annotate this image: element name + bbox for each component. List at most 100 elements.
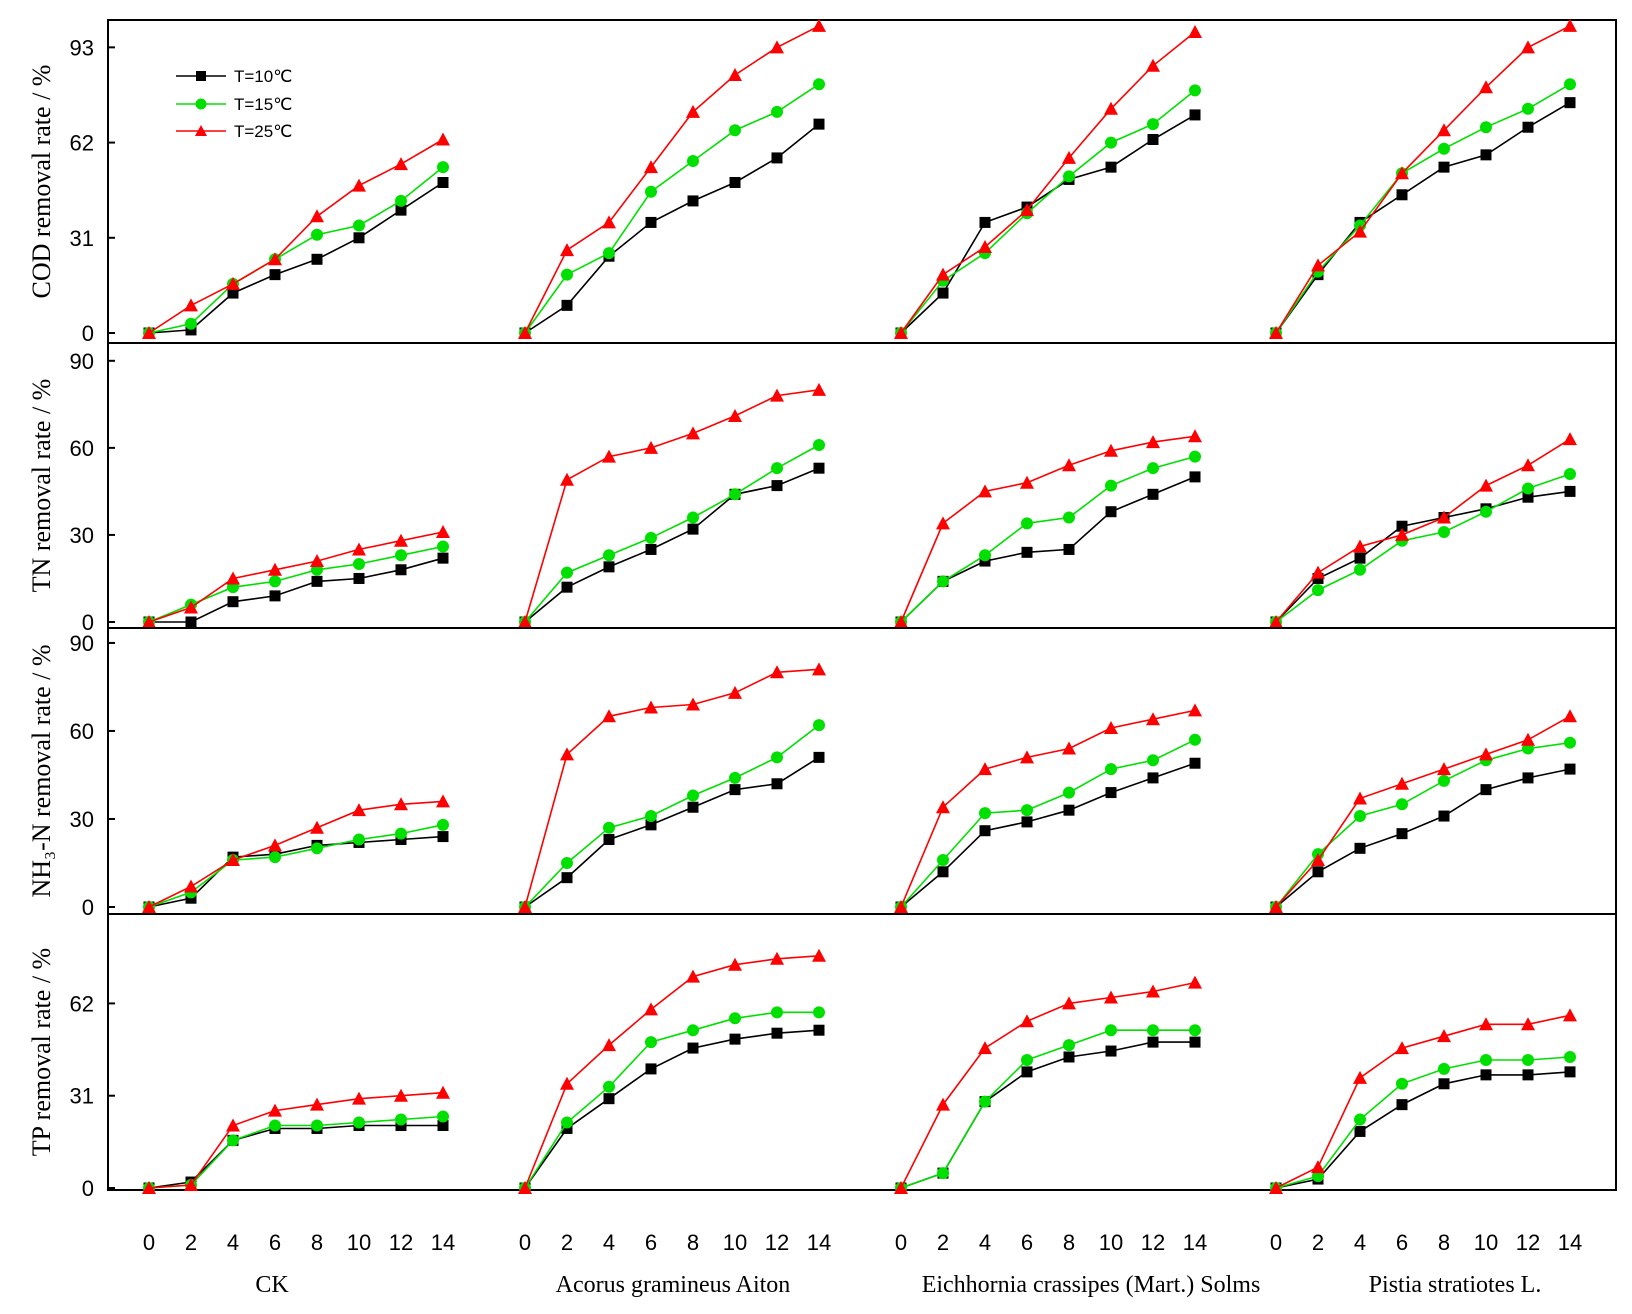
data-point-t25 (602, 1038, 616, 1052)
data-point-t25 (1269, 1181, 1283, 1194)
data-point-t15 (813, 78, 825, 91)
data-point-t10 (1189, 1036, 1201, 1048)
series-line-t25 (148, 1091, 444, 1189)
data-point-t15 (645, 810, 657, 823)
series-line-t10 (148, 835, 444, 908)
data-point-t10 (603, 1093, 615, 1105)
data-point-t15 (185, 317, 197, 330)
data-point-t10 (645, 216, 657, 228)
data-point-t25 (894, 615, 908, 628)
x-tick-label: 2 (185, 1230, 197, 1255)
data-point-t15 (729, 488, 741, 501)
x-tick-label: 6 (1021, 1230, 1033, 1255)
data-point-t10 (1564, 1066, 1576, 1078)
data-point-t10 (979, 216, 991, 228)
data-point-t10 (561, 872, 573, 884)
data-point-t25 (226, 276, 240, 290)
data-point-t25 (1020, 750, 1034, 764)
x-tick-label: 14 (1558, 1230, 1582, 1255)
data-point-t15 (1438, 142, 1450, 155)
data-point-t10 (1021, 546, 1033, 558)
series-line-t10 (1275, 101, 1571, 334)
y-tick-label: 62 (70, 991, 94, 1016)
data-point-t15 (687, 511, 699, 524)
data-point-t10 (1438, 161, 1450, 173)
series-line-t25 (524, 25, 820, 334)
data-point-t10 (937, 866, 949, 878)
data-point-t25 (770, 665, 784, 679)
data-point-t25 (394, 1088, 408, 1102)
data-point-t10 (729, 177, 741, 188)
y-tick-label: 90 (70, 631, 94, 656)
data-point-t10 (1063, 804, 1075, 816)
data-point-t25 (394, 533, 408, 547)
data-point-t25 (1020, 475, 1034, 489)
series-line-t10 (900, 1041, 1195, 1189)
legend-label: T=25℃ (234, 122, 292, 141)
data-point-t25 (1062, 996, 1076, 1010)
data-point-t15 (1438, 774, 1450, 787)
y-tick-label: 62 (70, 131, 94, 156)
x-tick-label: 8 (1063, 1230, 1075, 1255)
data-point-t25 (310, 554, 324, 568)
y-tick-label: 0 (82, 321, 94, 346)
data-point-t15 (561, 1116, 573, 1129)
data-point-t25 (1395, 776, 1409, 790)
y-tick-label: 0 (82, 610, 94, 635)
data-point-t15 (1063, 170, 1075, 183)
data-point-t25 (1353, 224, 1367, 238)
data-point-t10 (603, 561, 615, 573)
data-point-t25 (644, 440, 658, 454)
data-point-t25 (1062, 458, 1076, 472)
series-line-t15 (900, 739, 1196, 908)
data-point-t15 (561, 566, 573, 579)
data-point-t15 (395, 1113, 407, 1126)
x-tick-label: 8 (311, 1230, 323, 1255)
data-point-t15 (1438, 526, 1450, 539)
panel-frame (107, 19, 1617, 344)
data-point-t25 (1146, 58, 1160, 72)
data-point-t25 (686, 969, 700, 983)
data-point-t25 (1062, 150, 1076, 164)
data-point-t25 (226, 853, 240, 867)
data-point-t10 (1147, 772, 1159, 784)
series-line-t25 (900, 981, 1196, 1189)
series-line-t10 (900, 762, 1196, 908)
data-point-t15 (771, 462, 783, 475)
data-point-t10 (979, 825, 991, 837)
data-point-t10 (1354, 552, 1366, 564)
x-tick-label: 10 (723, 1230, 747, 1255)
data-point-t15 (1564, 78, 1576, 91)
data-point-t25 (560, 747, 574, 761)
data-point-t15 (1147, 118, 1159, 131)
group-label: Acorus gramineus Aiton (556, 1272, 791, 1298)
data-point-t25 (1395, 527, 1409, 541)
data-point-t25 (894, 326, 908, 339)
data-point-t15 (561, 268, 573, 281)
data-point-t25 (518, 1181, 532, 1194)
panel-frame (107, 342, 1617, 629)
data-point-t15 (1480, 505, 1492, 518)
y-tick-label: 31 (70, 226, 94, 251)
data-point-t10 (645, 819, 657, 831)
data-point-t10 (1522, 1069, 1534, 1081)
data-point-t10 (353, 232, 365, 244)
series-line-t10 (1275, 1071, 1571, 1189)
series-line-t25 (524, 955, 820, 1189)
series-line-t15 (524, 724, 820, 908)
data-point-t15 (771, 751, 783, 764)
data-point-t15 (437, 1110, 449, 1123)
data-point-t25 (1437, 1029, 1451, 1043)
data-point-t25 (1479, 478, 1493, 492)
data-point-t25 (728, 68, 742, 81)
data-point-t10 (311, 575, 323, 587)
data-point-t15 (269, 1119, 281, 1132)
data-point-t15 (1105, 1024, 1117, 1037)
data-point-t25 (1020, 1014, 1034, 1028)
data-point-t25 (142, 326, 156, 339)
data-point-t25 (226, 571, 240, 585)
data-point-t25 (184, 298, 198, 312)
x-tick-label: 8 (1438, 1230, 1450, 1255)
data-point-t15 (729, 1012, 741, 1025)
x-tick-label: 4 (227, 1230, 239, 1255)
